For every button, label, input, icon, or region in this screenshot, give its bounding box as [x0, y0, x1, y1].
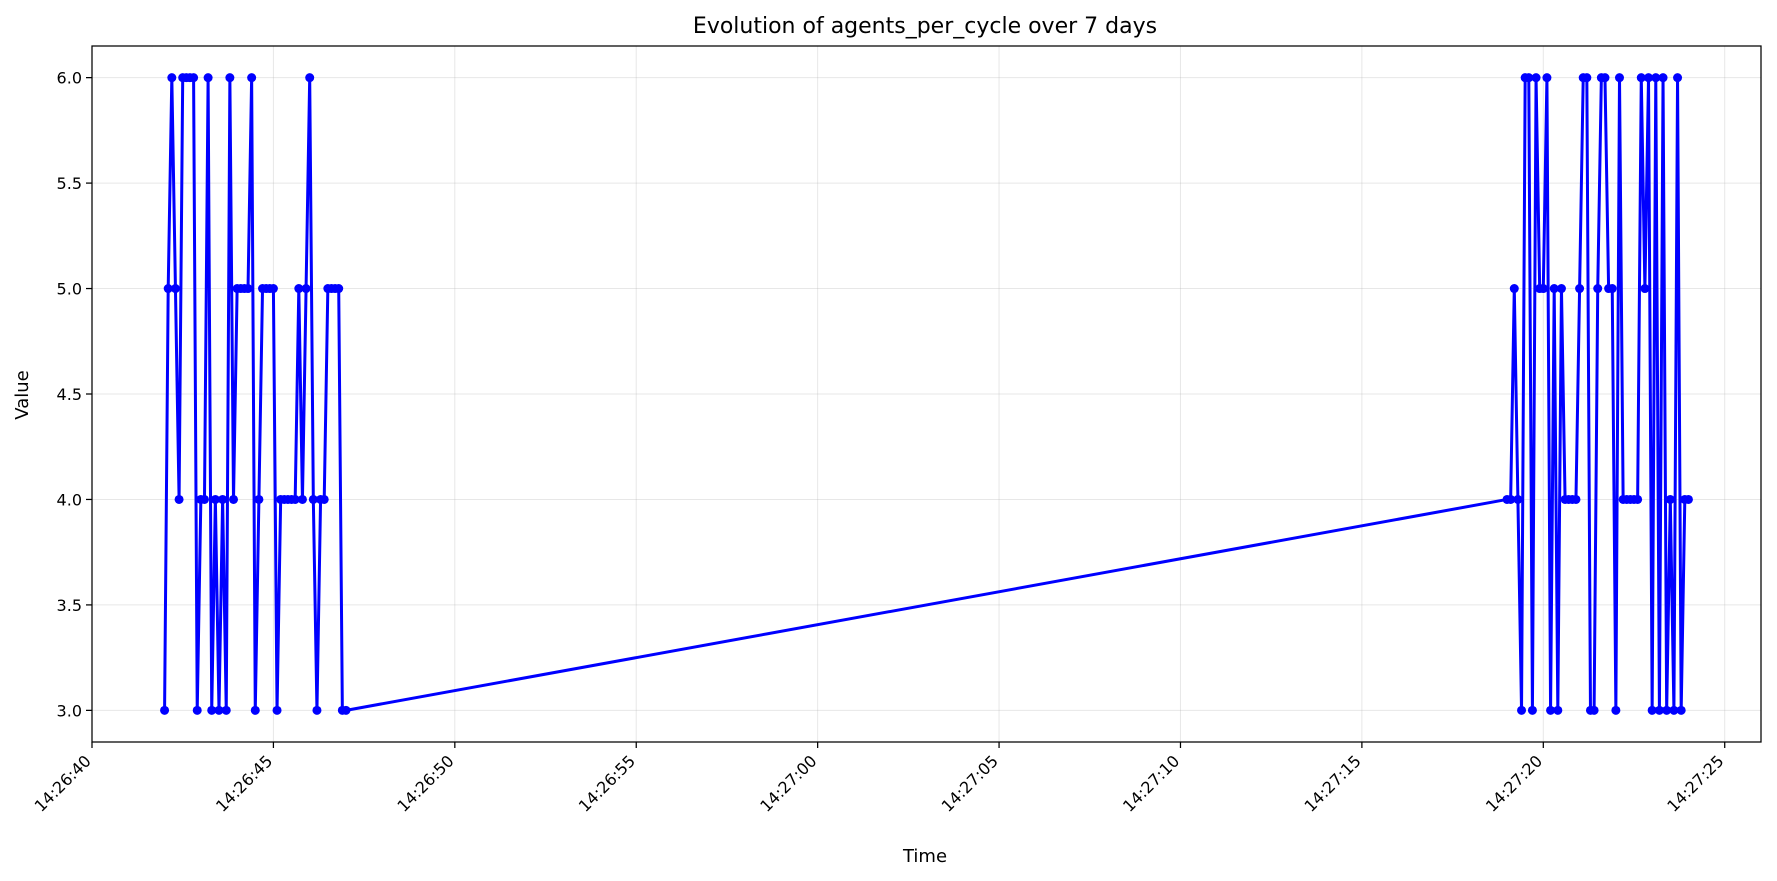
data-point — [1600, 73, 1610, 83]
data-point — [1658, 73, 1668, 83]
data-point — [305, 73, 315, 83]
data-point — [167, 73, 177, 83]
data-point — [225, 73, 235, 83]
data-point — [1593, 284, 1603, 294]
data-point — [170, 284, 180, 294]
data-point — [210, 494, 220, 504]
data-point — [294, 284, 304, 294]
data-point — [1665, 494, 1675, 504]
data-point — [1651, 73, 1661, 83]
data-point — [312, 705, 322, 715]
data-point — [250, 705, 260, 715]
data-point — [290, 494, 300, 504]
y-axis: 3.0 3.5 4.0 4.5 5.0 5.5 6.0 — [57, 69, 92, 720]
data-point — [203, 73, 213, 83]
y-tick-label: 3.0 — [57, 701, 82, 720]
data-point — [247, 73, 257, 83]
data-point — [214, 705, 224, 715]
data-point — [174, 494, 184, 504]
y-axis-label: Value — [12, 370, 33, 419]
y-tick-label: 6.0 — [57, 69, 82, 88]
data-point — [1575, 284, 1585, 294]
data-point — [199, 494, 209, 504]
grid — [91, 46, 1761, 742]
data-point — [1647, 705, 1657, 715]
data-point — [1589, 705, 1599, 715]
data-point — [1662, 705, 1672, 715]
data-point — [1571, 494, 1581, 504]
y-tick-label: 5.5 — [57, 174, 82, 193]
data-point — [1527, 705, 1537, 715]
data-point — [1542, 73, 1552, 83]
data-point — [1676, 705, 1686, 715]
data-point — [1546, 705, 1556, 715]
data-point — [1531, 73, 1541, 83]
data-point — [334, 284, 344, 294]
data-point — [1614, 73, 1624, 83]
data-point — [1636, 73, 1646, 83]
data-point — [1553, 705, 1563, 715]
x-axis-label: Time — [902, 846, 947, 867]
data-point — [1538, 284, 1548, 294]
y-tick-label: 4.0 — [57, 490, 82, 509]
data-point — [192, 705, 202, 715]
data-point — [189, 73, 199, 83]
data-point — [254, 494, 264, 504]
data-point — [297, 494, 307, 504]
data-point — [319, 494, 329, 504]
data-point — [207, 705, 217, 715]
data-point — [218, 494, 228, 504]
data-point — [1644, 73, 1654, 83]
data-point — [1673, 73, 1683, 83]
data-point — [1517, 705, 1527, 715]
data-point — [1549, 284, 1559, 294]
data-point — [163, 284, 173, 294]
data-point — [1669, 705, 1679, 715]
chart-title: Evolution of agents_per_cycle over 7 day… — [693, 14, 1157, 39]
data-point — [229, 494, 239, 504]
series-layer — [160, 73, 1693, 715]
data-point — [1509, 284, 1519, 294]
data-point — [1607, 284, 1617, 294]
data-point — [160, 705, 170, 715]
y-tick-label: 3.5 — [57, 596, 82, 615]
data-point — [1556, 284, 1566, 294]
data-point — [1654, 705, 1664, 715]
data-point — [301, 284, 311, 294]
data-point — [341, 705, 351, 715]
data-point — [1524, 73, 1534, 83]
data-point — [243, 284, 253, 294]
data-point — [272, 705, 282, 715]
data-point — [1640, 284, 1650, 294]
y-tick-label: 4.5 — [57, 385, 82, 404]
data-point — [1683, 494, 1693, 504]
data-point — [1506, 494, 1516, 504]
data-point — [221, 705, 231, 715]
data-point — [268, 284, 278, 294]
data-point — [1513, 494, 1523, 504]
y-tick-label: 5.0 — [57, 280, 82, 299]
data-point — [1611, 705, 1621, 715]
data-point — [1582, 73, 1592, 83]
data-point — [308, 494, 318, 504]
data-point — [1633, 494, 1643, 504]
